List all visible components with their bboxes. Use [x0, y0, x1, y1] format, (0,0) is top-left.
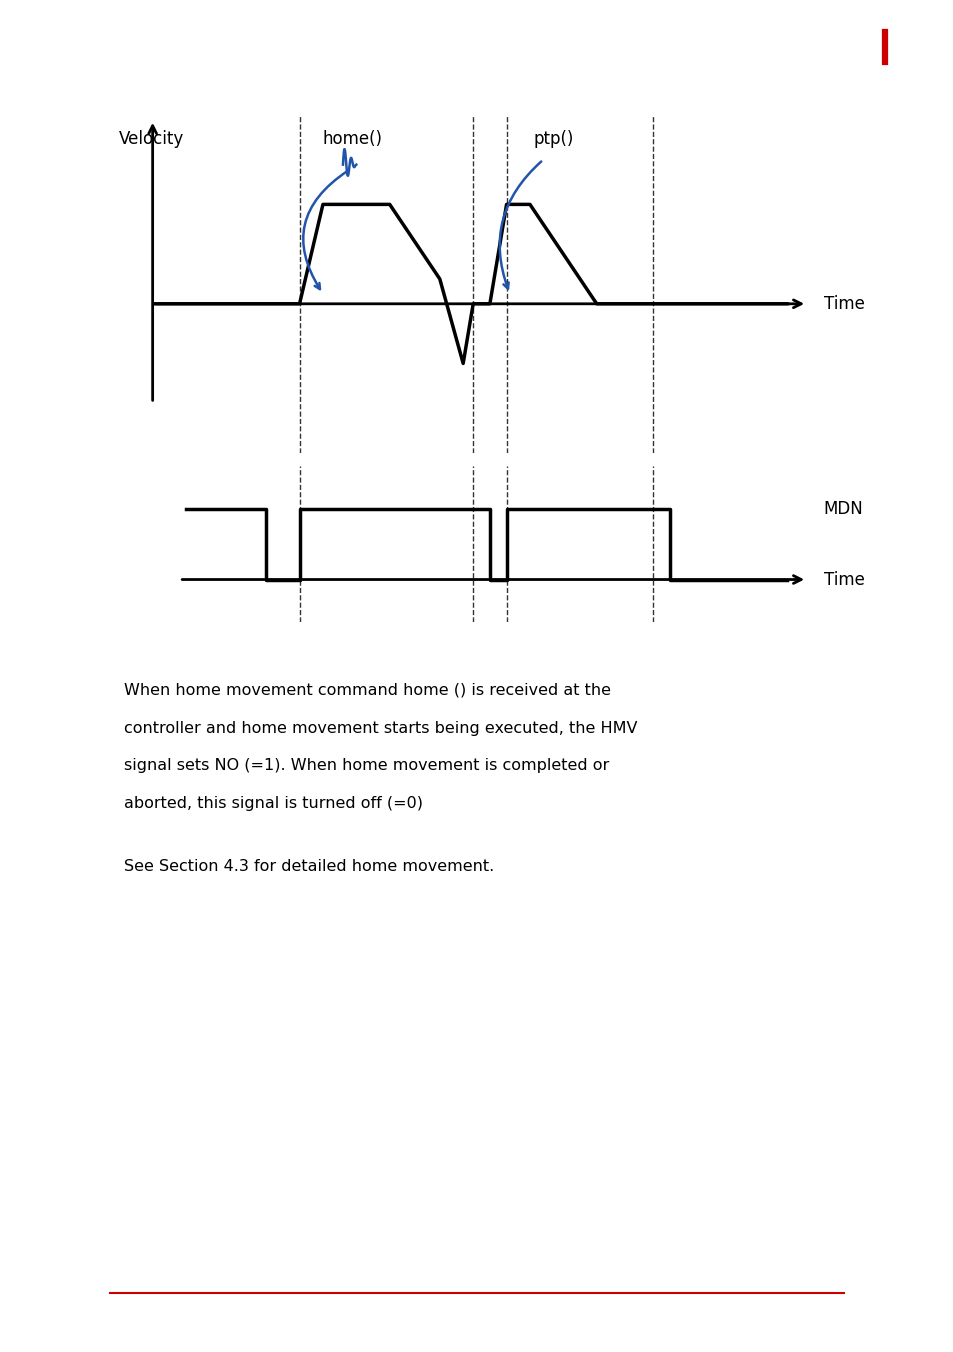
Text: aborted, this signal is turned off (=0): aborted, this signal is turned off (=0) — [124, 796, 422, 811]
Text: Velocity: Velocity — [119, 130, 184, 147]
Text: signal sets NO (=1). When home movement is completed or: signal sets NO (=1). When home movement … — [124, 758, 609, 773]
Text: controller and home movement starts being executed, the HMV: controller and home movement starts bein… — [124, 721, 637, 735]
Text: ptp(): ptp() — [533, 130, 573, 147]
Text: home(): home() — [323, 130, 382, 147]
Text: See Section 4.3 for detailed home movement.: See Section 4.3 for detailed home moveme… — [124, 859, 494, 873]
Text: Time: Time — [823, 571, 863, 588]
Text: MDN: MDN — [823, 500, 862, 518]
Text: Time: Time — [823, 295, 863, 312]
Text: When home movement command home () is received at the: When home movement command home () is re… — [124, 683, 610, 698]
